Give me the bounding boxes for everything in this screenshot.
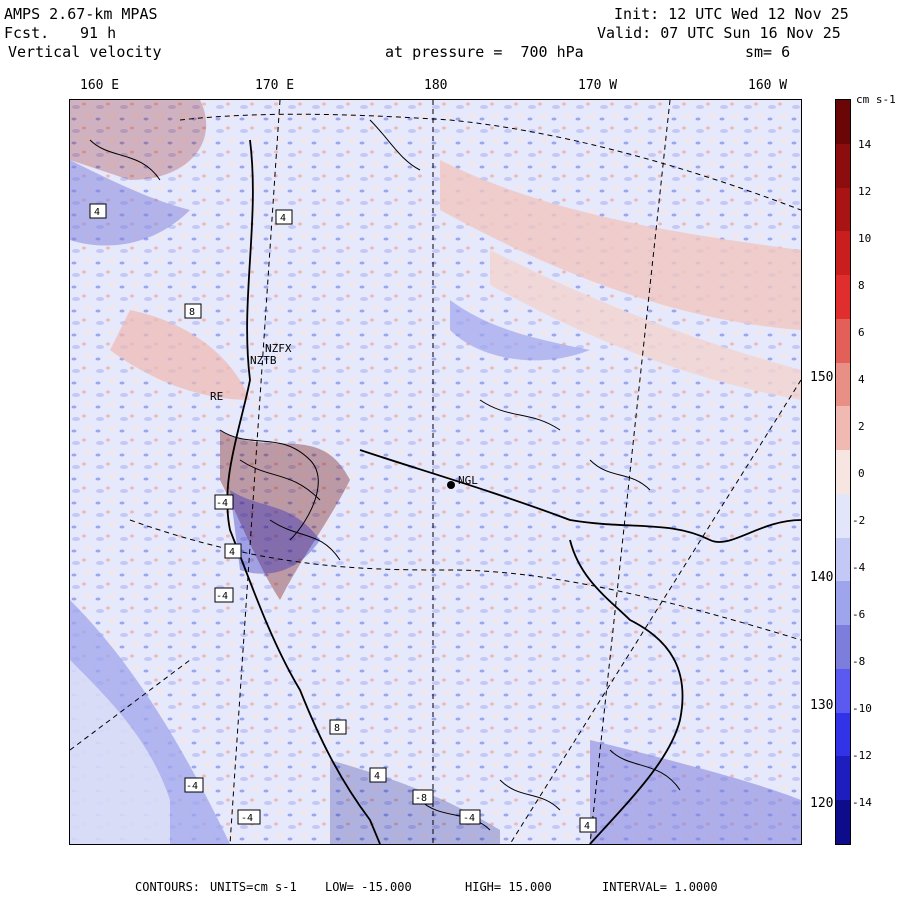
init-time: Init: 12 UTC Wed 12 Nov 25 — [614, 5, 849, 23]
colorbar-unit: cm s-1 — [856, 93, 896, 106]
forecast-hours: 91 h — [80, 24, 117, 42]
box-label: 4 — [280, 213, 286, 224]
station-label-nztb: NZTB — [250, 354, 277, 367]
footer-contours-label: CONTOURS: — [135, 880, 201, 894]
colorbar-segment — [836, 537, 850, 582]
strong-updraft-band — [70, 100, 207, 180]
colorbar-tick-label: 14 — [858, 138, 872, 151]
extremum-boxes: 4 4 8 -4 4 -4 8 -4 -4 4 -8 -4 4 — [89, 203, 597, 833]
model-title: AMPS 2.67-km MPAS — [4, 5, 158, 23]
colorbar-segment — [836, 449, 850, 494]
ice-shelf-edge — [359, 449, 802, 543]
box-label: 4 — [229, 547, 235, 558]
field-name: Vertical velocity — [8, 43, 162, 61]
smoothing: sm= 6 — [745, 43, 791, 61]
map-plot: NGL RE NZFX NZTB 4 4 8 -4 4 -4 8 -4 -4 4… — [69, 99, 802, 845]
colorbar-segment — [836, 580, 850, 626]
station-label-ngl: NGL — [458, 474, 478, 487]
contour-lines — [89, 119, 681, 831]
colorbar-segment — [836, 493, 850, 538]
box-label: -4 — [241, 813, 253, 824]
box-label: 4 — [94, 207, 100, 218]
positive-region — [110, 310, 250, 400]
colorbar-segment — [836, 799, 850, 844]
box-label: -4 — [186, 781, 198, 792]
colorbar-tick-label: 0 — [858, 467, 865, 480]
colorbar-segment — [836, 143, 850, 188]
low-signal-area — [70, 660, 170, 844]
colorbar-tick-label: 2 — [858, 420, 865, 433]
colorbar-segment — [836, 405, 850, 451]
negative-region — [70, 160, 190, 246]
station-label-re: RE — [210, 390, 223, 403]
lon-label-160e: 160 E — [80, 78, 120, 93]
colorbar-tick-label: 4 — [858, 373, 865, 386]
colorbar-tick-label: 8 — [858, 279, 865, 292]
negative-region — [450, 300, 590, 361]
colorbar-tick-label: -8 — [852, 655, 866, 668]
forecast-label: Fcst. — [4, 24, 50, 42]
lon-label-170w: 170 W — [578, 78, 618, 93]
box-label: -8 — [415, 793, 427, 804]
colorbar-tick-label: 12 — [858, 185, 872, 198]
pressure-level: at pressure = 700 hPa — [385, 43, 584, 61]
colorbar-segment — [836, 668, 850, 713]
coastline-east — [569, 539, 684, 845]
footer-units: UNITS=cm s-1 — [210, 880, 297, 894]
box-label: -4 — [216, 498, 228, 509]
colorbar-segment — [836, 362, 850, 407]
station-dot — [447, 481, 455, 489]
box-label: -4 — [216, 591, 228, 602]
colorbar-tick-label: -12 — [852, 749, 872, 762]
box-label: 8 — [189, 307, 195, 318]
vertical-velocity-map: NGL RE NZFX NZTB 4 4 8 -4 4 -4 8 -4 -4 4… — [69, 99, 802, 845]
box-label: 4 — [374, 771, 380, 782]
colorbar-tick-label: -4 — [852, 561, 866, 574]
colorbar-segment — [836, 274, 850, 319]
station-label-nzfx: NZFX — [265, 342, 292, 355]
colorbar-segment — [836, 230, 850, 276]
colorbar — [835, 99, 851, 845]
lon-label-170e: 170 E — [255, 78, 295, 93]
colorbar-segment — [836, 624, 850, 669]
colorbar-tick-label: -6 — [852, 608, 866, 621]
colorbar-segment — [836, 99, 850, 144]
graticule — [69, 99, 802, 845]
positive-band — [440, 160, 801, 330]
footer-interval: INTERVAL= 1.0000 — [602, 880, 718, 894]
colorbar-segment — [836, 712, 850, 757]
colorbar-tick-label: 10 — [858, 232, 872, 245]
valid-time: Valid: 07 UTC Sun 16 Nov 25 — [597, 24, 841, 42]
colorbar-tick-label: -14 — [852, 796, 872, 809]
colorbar-segment — [836, 187, 850, 232]
footer-high: HIGH= 15.000 — [465, 880, 552, 894]
lon-label-180: 180 — [424, 78, 448, 93]
colorbar-tick-label: -2 — [852, 514, 866, 527]
coastline — [226, 139, 381, 845]
lon-label-160w: 160 W — [748, 78, 788, 93]
colorbar-segment — [836, 318, 850, 363]
colorbar-tick-label: -10 — [852, 702, 872, 715]
footer-low: LOW= -15.000 — [325, 880, 412, 894]
colorbar-segment — [836, 756, 850, 801]
colorbar-tick-label: 6 — [858, 326, 865, 339]
box-label: 4 — [584, 821, 590, 832]
box-label: 8 — [334, 723, 340, 734]
box-label: -4 — [463, 813, 475, 824]
strong-downdraft-band — [230, 490, 320, 574]
